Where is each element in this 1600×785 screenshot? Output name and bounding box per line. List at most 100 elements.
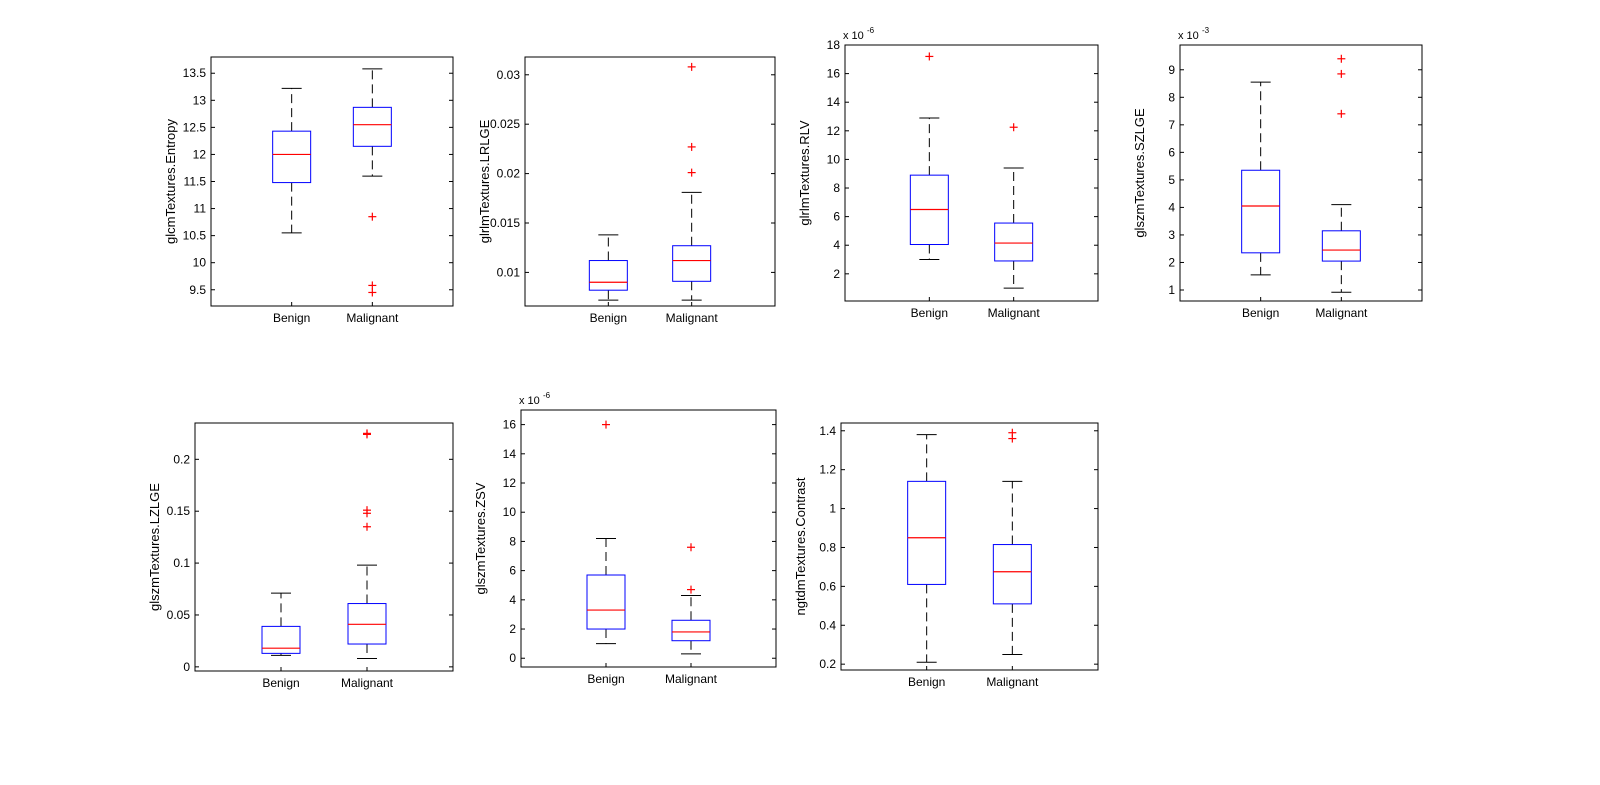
y-tick-label: 0.015 [490, 216, 520, 230]
iqr-box [261, 625, 301, 654]
y-tick-label: 0.2 [819, 657, 836, 671]
x-tick-label: Malignant [665, 672, 718, 686]
iqr-box [1241, 169, 1281, 254]
y-tick-label: 1 [829, 502, 836, 516]
y-tick-label: 7 [1168, 118, 1175, 132]
box-benign [588, 234, 628, 301]
iqr-box [588, 260, 628, 291]
outlier-marker [368, 281, 377, 290]
y-axis-label: glszmTextures.LZLGE [147, 483, 162, 611]
y-tick-label: 0 [509, 651, 516, 665]
y-tick-label: 3 [1168, 228, 1175, 242]
x-tick-label: Malignant [341, 676, 394, 690]
y-exponent-label: x 10 [519, 395, 540, 407]
y-tick-label: 6 [509, 564, 516, 578]
y-exponent-power: -6 [867, 26, 875, 35]
y-exponent-label: x 10 [1178, 30, 1199, 42]
outlier-marker [1337, 109, 1346, 118]
x-tick-label: Benign [590, 311, 627, 325]
y-tick-label: 5 [1168, 173, 1175, 187]
outlier-marker [368, 212, 377, 221]
box-malignant [1321, 54, 1361, 293]
iqr-box [272, 130, 312, 184]
boxplot-panel-3: 2 4 6 8 10 12 14 16 18 Benign Malignant glrlmTextur… [797, 26, 1099, 320]
outlier-marker [363, 522, 371, 531]
y-tick-label: 9.5 [189, 283, 206, 297]
y-tick-label: 1.4 [819, 424, 836, 438]
y-tick-label: 11 [194, 202, 207, 216]
y-tick-label: 4 [509, 593, 516, 607]
box-malignant [671, 543, 711, 655]
y-tick-label: 13.5 [183, 66, 207, 80]
axes-frame [210, 56, 454, 307]
boxplot-panel-2: 0.01 0.015 0.02 0.025 0.03 Benign Malignant glr… [477, 56, 776, 325]
axes-frame [840, 422, 1099, 671]
y-tick-label: 8 [833, 181, 840, 195]
box-benign [909, 52, 949, 261]
outlier-marker [602, 420, 610, 429]
outlier-marker [925, 52, 934, 61]
y-tick-label: 0.05 [167, 608, 191, 622]
y-tick-label: 0.4 [819, 618, 836, 632]
axes-frame [844, 44, 1099, 302]
boxplot-panel-1: 9.5 10 10.5 11 11.5 12 12.5 13 13.5 Benign Maligna… [163, 56, 454, 325]
y-tick-label: 18 [827, 38, 841, 52]
y-tick-label: 14 [503, 447, 517, 461]
y-tick-label: 0.01 [497, 265, 521, 279]
y-tick-label: 0.02 [497, 167, 521, 181]
y-axis-label: glrlmTextures.LRLGE [477, 119, 492, 243]
y-tick-label: 16 [827, 67, 841, 81]
y-tick-label: 1.2 [819, 463, 836, 477]
boxplot-panel-7: 0.2 0.4 0.6 0.8 1 1.2 1.4 Benign Malignant ngtdmT… [793, 422, 1099, 689]
y-tick-label: 4 [1168, 200, 1175, 214]
box-malignant [347, 429, 387, 660]
outlier-marker [687, 142, 696, 151]
box-benign [586, 420, 626, 645]
box-malignant [994, 123, 1034, 289]
outlier-marker [363, 506, 371, 515]
x-tick-label: Malignant [988, 306, 1041, 320]
y-tick-label: 0.6 [819, 579, 836, 593]
iqr-box [994, 222, 1034, 262]
boxplot-panel-6: 0 2 4 6 8 10 12 14 16 Benign Malignant glszmTexture… [473, 391, 777, 686]
outlier-marker [687, 168, 696, 177]
axes-frame [520, 409, 777, 668]
y-tick-label: 10 [503, 505, 517, 519]
box-benign [261, 592, 301, 656]
y-tick-label: 13 [193, 93, 207, 107]
y-tick-label: 0.2 [173, 452, 190, 466]
boxplot-panel-4: 1 2 3 4 5 6 7 8 9 Benign Malignant glszmTextures.SZ… [1132, 26, 1423, 320]
y-tick-label: 8 [509, 534, 516, 548]
y-tick-label: 0.15 [167, 504, 191, 518]
outlier-marker [1337, 69, 1346, 78]
iqr-box [672, 245, 712, 282]
x-tick-label: Benign [908, 675, 945, 689]
outlier-marker [687, 62, 696, 71]
box-benign [1241, 81, 1281, 276]
y-tick-label: 2 [833, 267, 840, 281]
box-malignant [352, 68, 392, 297]
x-tick-label: Malignant [986, 675, 1039, 689]
y-tick-label: 0.1 [173, 556, 190, 570]
y-exponent-label: x 10 [843, 30, 864, 42]
outlier-marker [368, 288, 377, 297]
y-axis-label: glszmTextures.ZSV [473, 482, 488, 594]
y-axis-label: glcmTextures.Entropy [163, 119, 178, 244]
y-tick-label: 12 [827, 124, 841, 138]
iqr-box [992, 544, 1032, 605]
y-tick-label: 10 [827, 152, 841, 166]
y-tick-label: 2 [1168, 255, 1175, 269]
x-tick-label: Malignant [1315, 306, 1368, 320]
y-tick-label: 2 [509, 622, 516, 636]
x-tick-label: Malignant [346, 311, 399, 325]
y-tick-label: 6 [833, 210, 840, 224]
y-tick-label: 16 [503, 418, 517, 432]
y-tick-label: 8 [1168, 90, 1175, 104]
y-tick-label: 10.5 [183, 229, 207, 243]
outlier-marker [1009, 123, 1018, 132]
iqr-box [671, 619, 711, 642]
y-tick-label: 4 [833, 238, 840, 252]
y-axis-label: glszmTextures.SZLGE [1132, 108, 1147, 238]
box-malignant [992, 428, 1032, 655]
